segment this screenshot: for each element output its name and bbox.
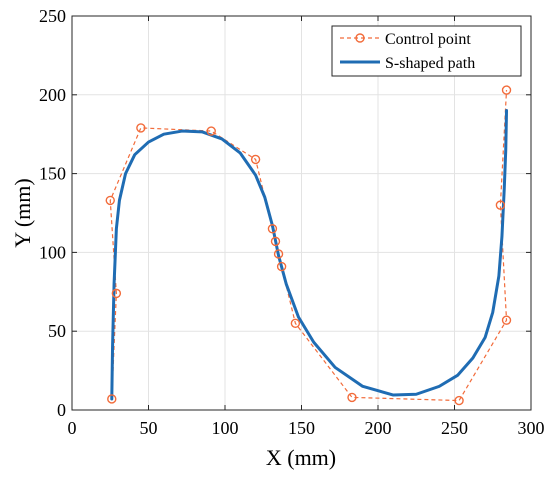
tick-labels: 0 50 100 150 200 250 300 0 50 100 150 200 250 [39,6,545,438]
legend-s-shaped-path-label: S-shaped path [385,55,475,72]
y-tick-label: 150 [39,164,66,184]
y-tick-label: 100 [39,242,66,262]
y-tick-label: 250 [39,6,66,26]
control-point-marker [495,200,506,210]
control-point-marker [250,154,261,165]
control-point-marker [206,126,216,136]
y-tick-label: 0 [57,400,66,420]
legend: Control point S-shaped path [331,25,522,77]
control-point-marker [270,236,281,247]
x-tick-label: 200 [365,418,392,438]
x-tick-label: 0 [68,418,77,438]
x-tick-label: 100 [212,418,239,438]
series-layer [105,85,512,406]
ticks [71,15,532,411]
x-tick-label: 300 [518,418,545,438]
control-point-marker [136,123,146,133]
x-tick-label: 150 [288,418,315,438]
control-point-marker [501,85,512,95]
control-point-marker [111,288,122,299]
legend-control-point-label: Control point [385,31,471,48]
legend-box [331,25,522,77]
control-point-marker [105,195,115,206]
control-point-marker [290,318,301,329]
grid-lines [72,16,531,410]
control-point-marker [273,249,284,259]
legend-control-point-marker [355,33,365,43]
control-point-marker [107,394,117,404]
y-axis-label: Y (mm) [10,178,35,247]
control-point-marker [454,395,464,406]
y-tick-label: 50 [48,321,66,341]
x-axis-label: X (mm) [266,445,336,470]
control-point-marker [501,315,512,325]
x-tick-label: 50 [140,418,158,438]
x-tick-label: 250 [441,418,468,438]
s-shaped-path-line [110,109,509,401]
y-tick-label: 200 [39,85,66,105]
control-point-marker [347,392,357,403]
control-point-marker [267,224,278,234]
control-point-marker [276,261,287,272]
